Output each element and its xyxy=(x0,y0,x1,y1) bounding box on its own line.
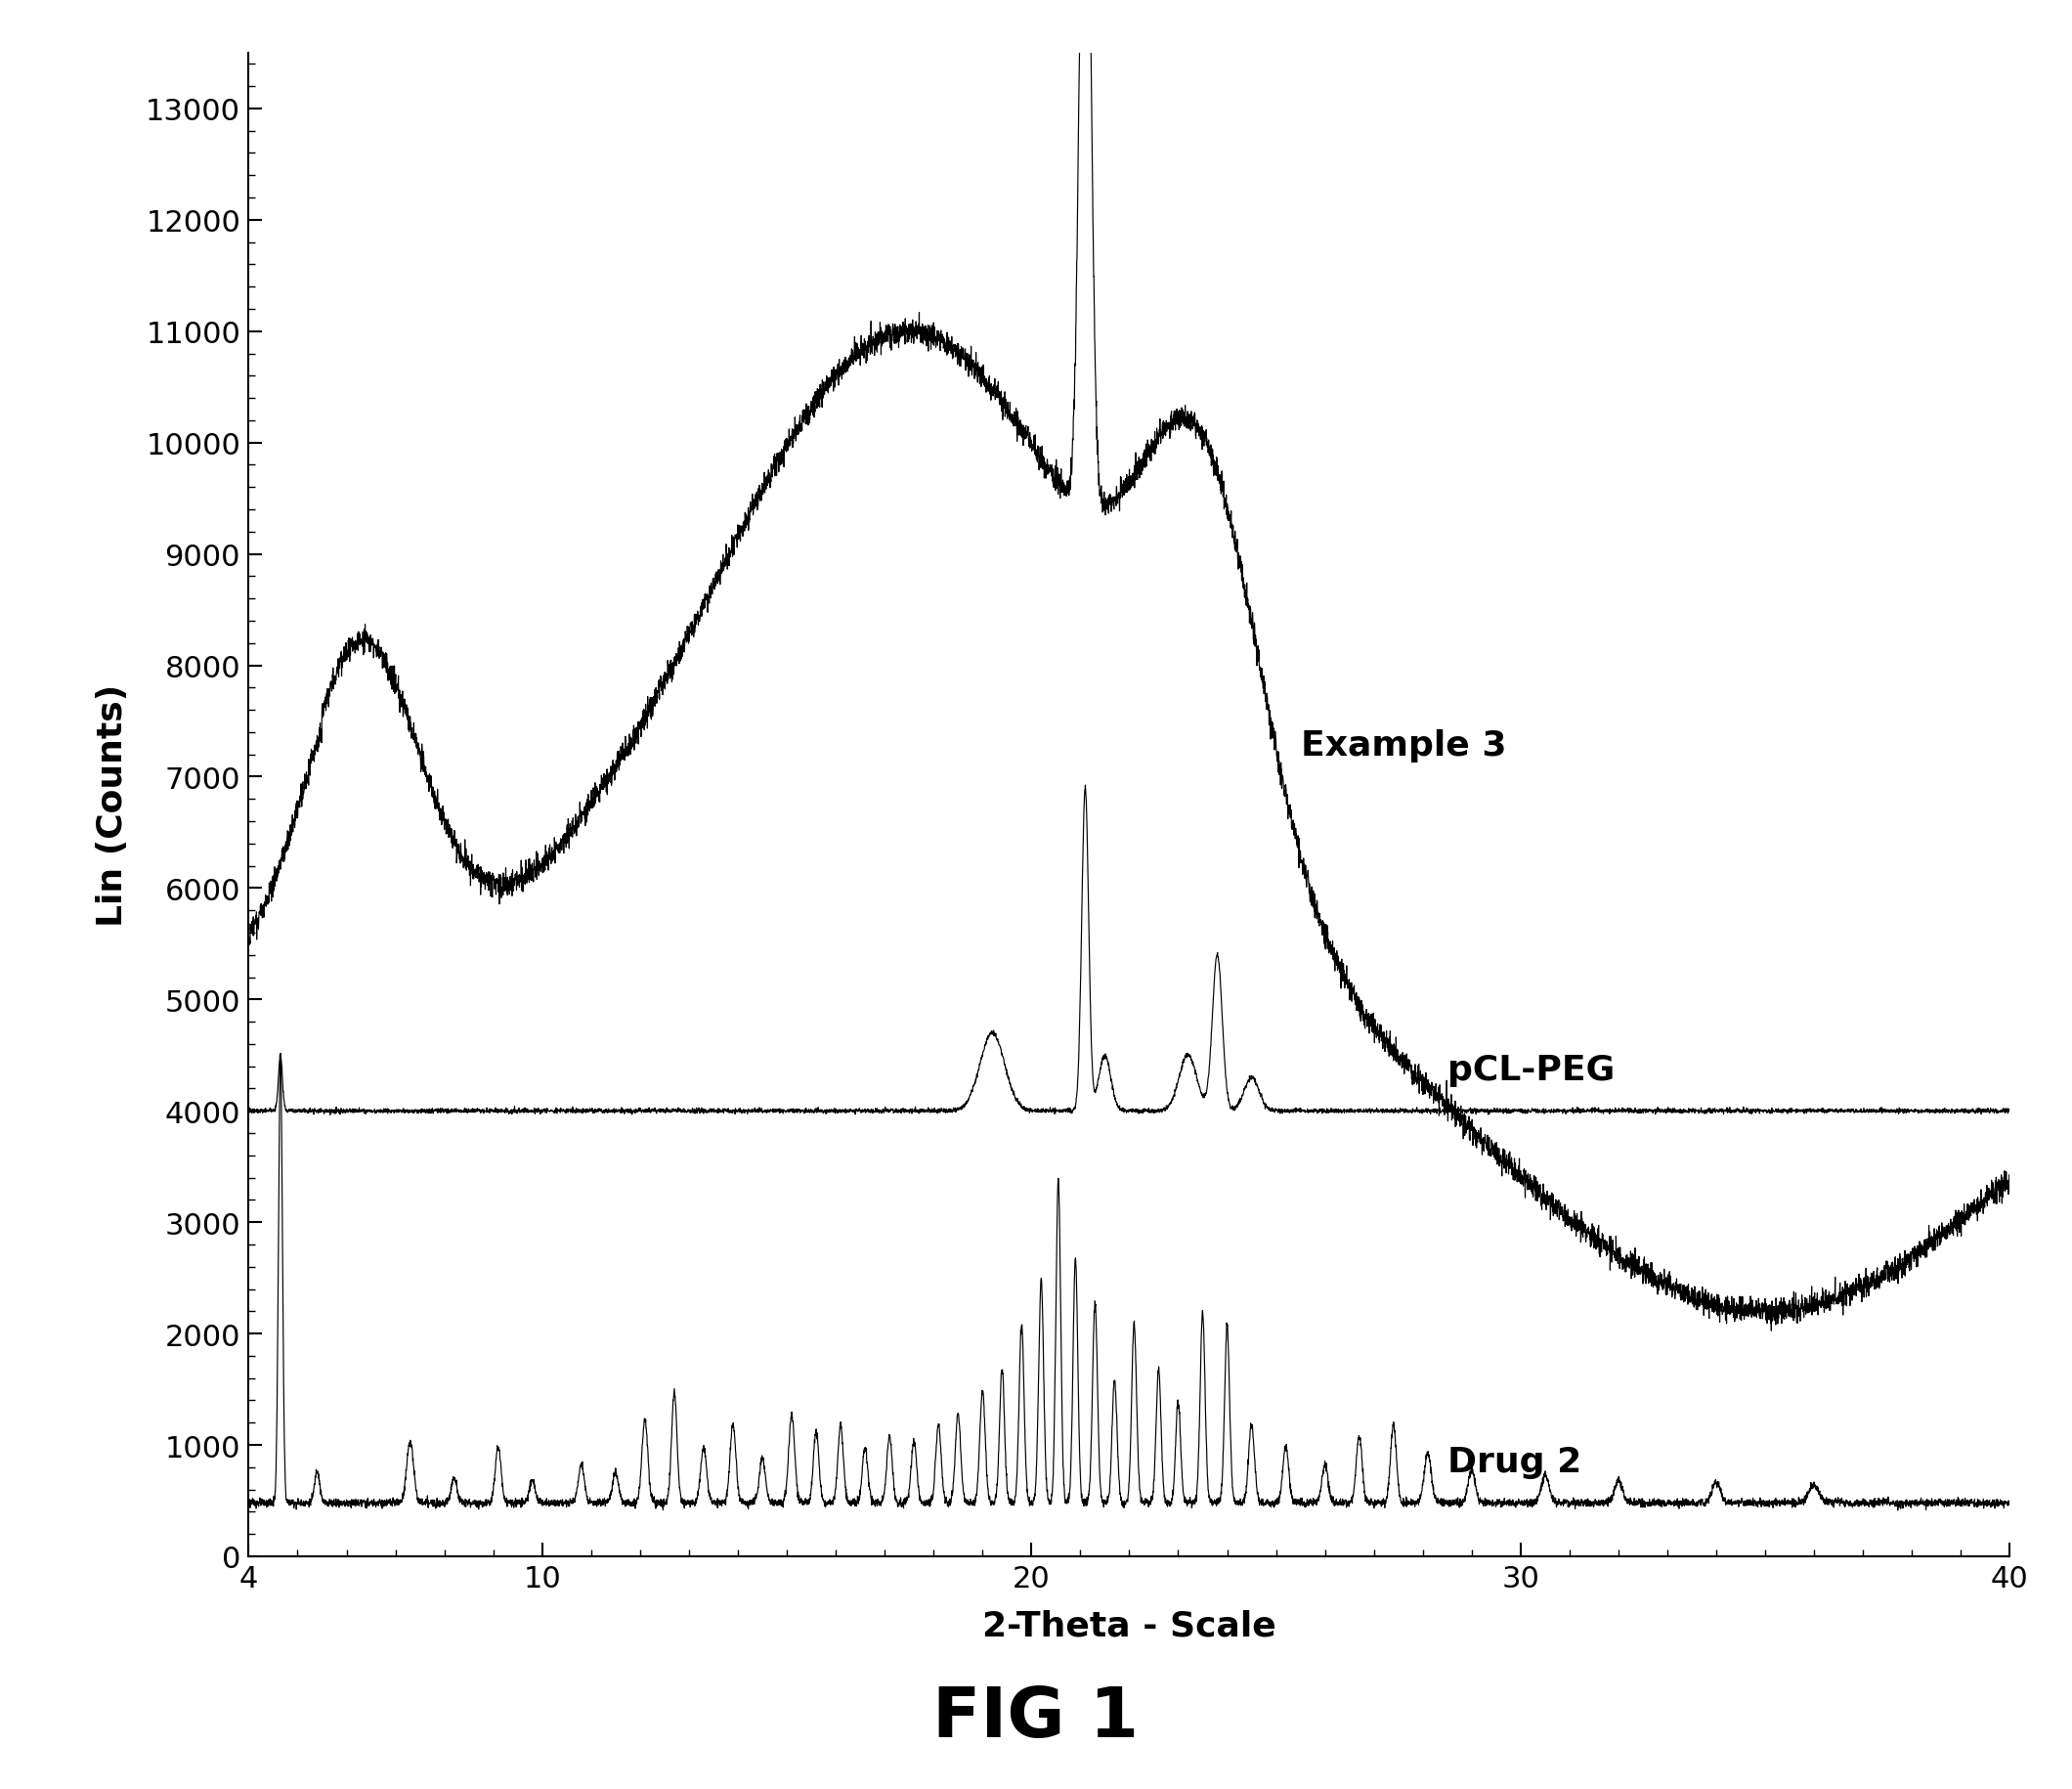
Text: FIG 1: FIG 1 xyxy=(932,1683,1140,1751)
Text: Example 3: Example 3 xyxy=(1301,728,1506,762)
Y-axis label: Lin (Counts): Lin (Counts) xyxy=(95,683,128,927)
X-axis label: 2-Theta - Scale: 2-Theta - Scale xyxy=(982,1608,1276,1642)
Text: Drug 2: Drug 2 xyxy=(1446,1446,1581,1480)
Text: pCL-PEG: pCL-PEG xyxy=(1446,1054,1614,1088)
